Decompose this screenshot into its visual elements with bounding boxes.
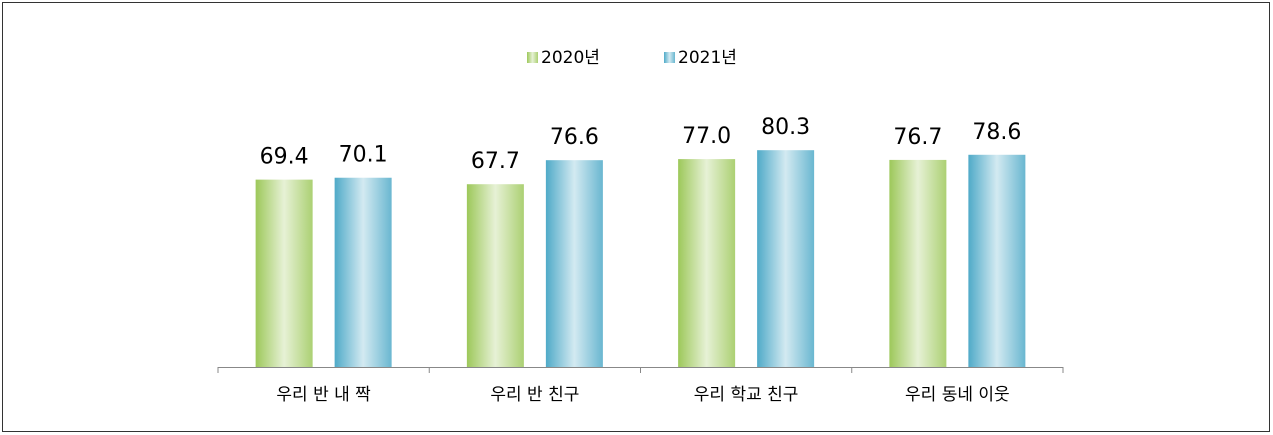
bar bbox=[334, 177, 392, 367]
bar bbox=[889, 159, 947, 367]
data-label: 78.6 bbox=[972, 120, 1021, 145]
bar bbox=[255, 179, 313, 367]
data-label: 80.3 bbox=[761, 115, 810, 140]
legend-label: 2021년 bbox=[678, 48, 737, 68]
bar bbox=[678, 159, 736, 367]
data-label: 76.7 bbox=[893, 125, 942, 150]
data-label: 69.4 bbox=[260, 145, 309, 170]
data-label: 67.7 bbox=[471, 149, 520, 174]
bar bbox=[968, 154, 1026, 367]
data-label: 76.6 bbox=[550, 125, 599, 150]
legend-swatch bbox=[664, 52, 675, 63]
bar bbox=[466, 184, 524, 367]
data-label: 77.0 bbox=[682, 124, 731, 149]
x-tick-label: 우리 반 친구 bbox=[490, 385, 579, 405]
x-tick-label: 우리 반 내 짝 bbox=[276, 385, 371, 405]
legend-label: 2020년 bbox=[541, 48, 600, 68]
legend-swatch bbox=[527, 52, 538, 63]
data-label: 70.1 bbox=[339, 143, 388, 168]
bar bbox=[757, 150, 815, 367]
bar bbox=[545, 160, 603, 367]
x-tick-label: 우리 동네 이웃 bbox=[905, 385, 1010, 405]
x-tick-label: 우리 학교 친구 bbox=[694, 385, 799, 405]
